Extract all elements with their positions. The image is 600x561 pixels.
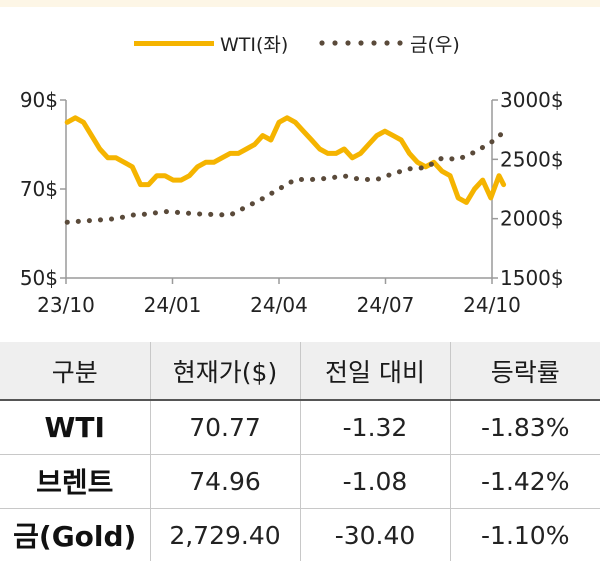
price-table: 구분 현재가($) 전일 대비 등락률 WTI 70.77 -1.32 -1.8… [0, 342, 600, 561]
row-label: 브렌트 [0, 454, 150, 509]
table-row: WTI 70.77 -1.32 -1.83% [0, 400, 600, 455]
legend-gold-label: 금(우) [410, 33, 460, 56]
legend-wti-swatch [134, 40, 214, 46]
wti-series-line [64, 115, 507, 205]
table-row: 금(Gold) 2,729.40 -30.40 -1.10% [0, 508, 600, 561]
legend-wti-label: WTI(좌) [220, 33, 289, 56]
row-label: 금(Gold) [13, 520, 137, 554]
table-header-row: 구분 현재가($) 전일 대비 등락률 [0, 342, 600, 401]
rate-cell: -1.42% [449, 454, 600, 509]
y-right-tick-label: 3000$ [500, 88, 564, 112]
y-left-tick-label: 70$ [20, 177, 58, 201]
header-category: 구분 [0, 342, 150, 401]
legend-wti: WTI(좌) [134, 30, 288, 56]
chart-axes [60, 99, 498, 284]
header-change: 전일 대비 [299, 342, 450, 401]
gold-series-line [64, 129, 507, 225]
chart-series [64, 115, 507, 225]
table-row: 브렌트 74.96 -1.08 -1.42% [0, 454, 600, 509]
change-cell: -1.32 [299, 400, 450, 455]
rate-cell: -1.83% [449, 400, 600, 455]
price-chart: 23/10 24/01 24/04 24/07 24/10 90$ 70$ 50$ 3000$ 2… [20, 88, 564, 317]
x-tick-label: 24/04 [250, 293, 308, 317]
rate-cell: -1.10% [449, 508, 600, 561]
price-cell: 70.77 [149, 400, 300, 455]
y-left-tick-label: 50$ [20, 266, 58, 290]
header-price: 현재가($) [149, 342, 300, 401]
row-label: WTI [0, 400, 150, 455]
legend-gold: 금(우) [318, 30, 460, 56]
change-cell: -30.40 [299, 508, 450, 561]
change-cell: -1.08 [299, 454, 450, 509]
y-right-tick-label: 2500$ [500, 147, 564, 171]
price-cell: 2,729.40 [149, 508, 300, 561]
legend-gold-swatch [319, 40, 403, 46]
y-left-tick-label: 90$ [20, 88, 58, 112]
x-tick-label: 24/07 [357, 293, 415, 317]
top-band [0, 0, 600, 7]
y-right-tick-label: 1500$ [500, 266, 564, 290]
x-tick-label: 24/10 [463, 293, 521, 317]
header-rate: 등락률 [449, 342, 600, 401]
x-tick-label: 24/01 [144, 293, 202, 317]
x-tick-label: 23/10 [37, 293, 95, 317]
chart-tick-labels: 23/10 24/01 24/04 24/07 24/10 90$ 70$ 50$ 3000$ 2… [20, 88, 564, 317]
y-right-tick-label: 2000$ [500, 207, 564, 231]
price-cell: 74.96 [149, 454, 300, 509]
